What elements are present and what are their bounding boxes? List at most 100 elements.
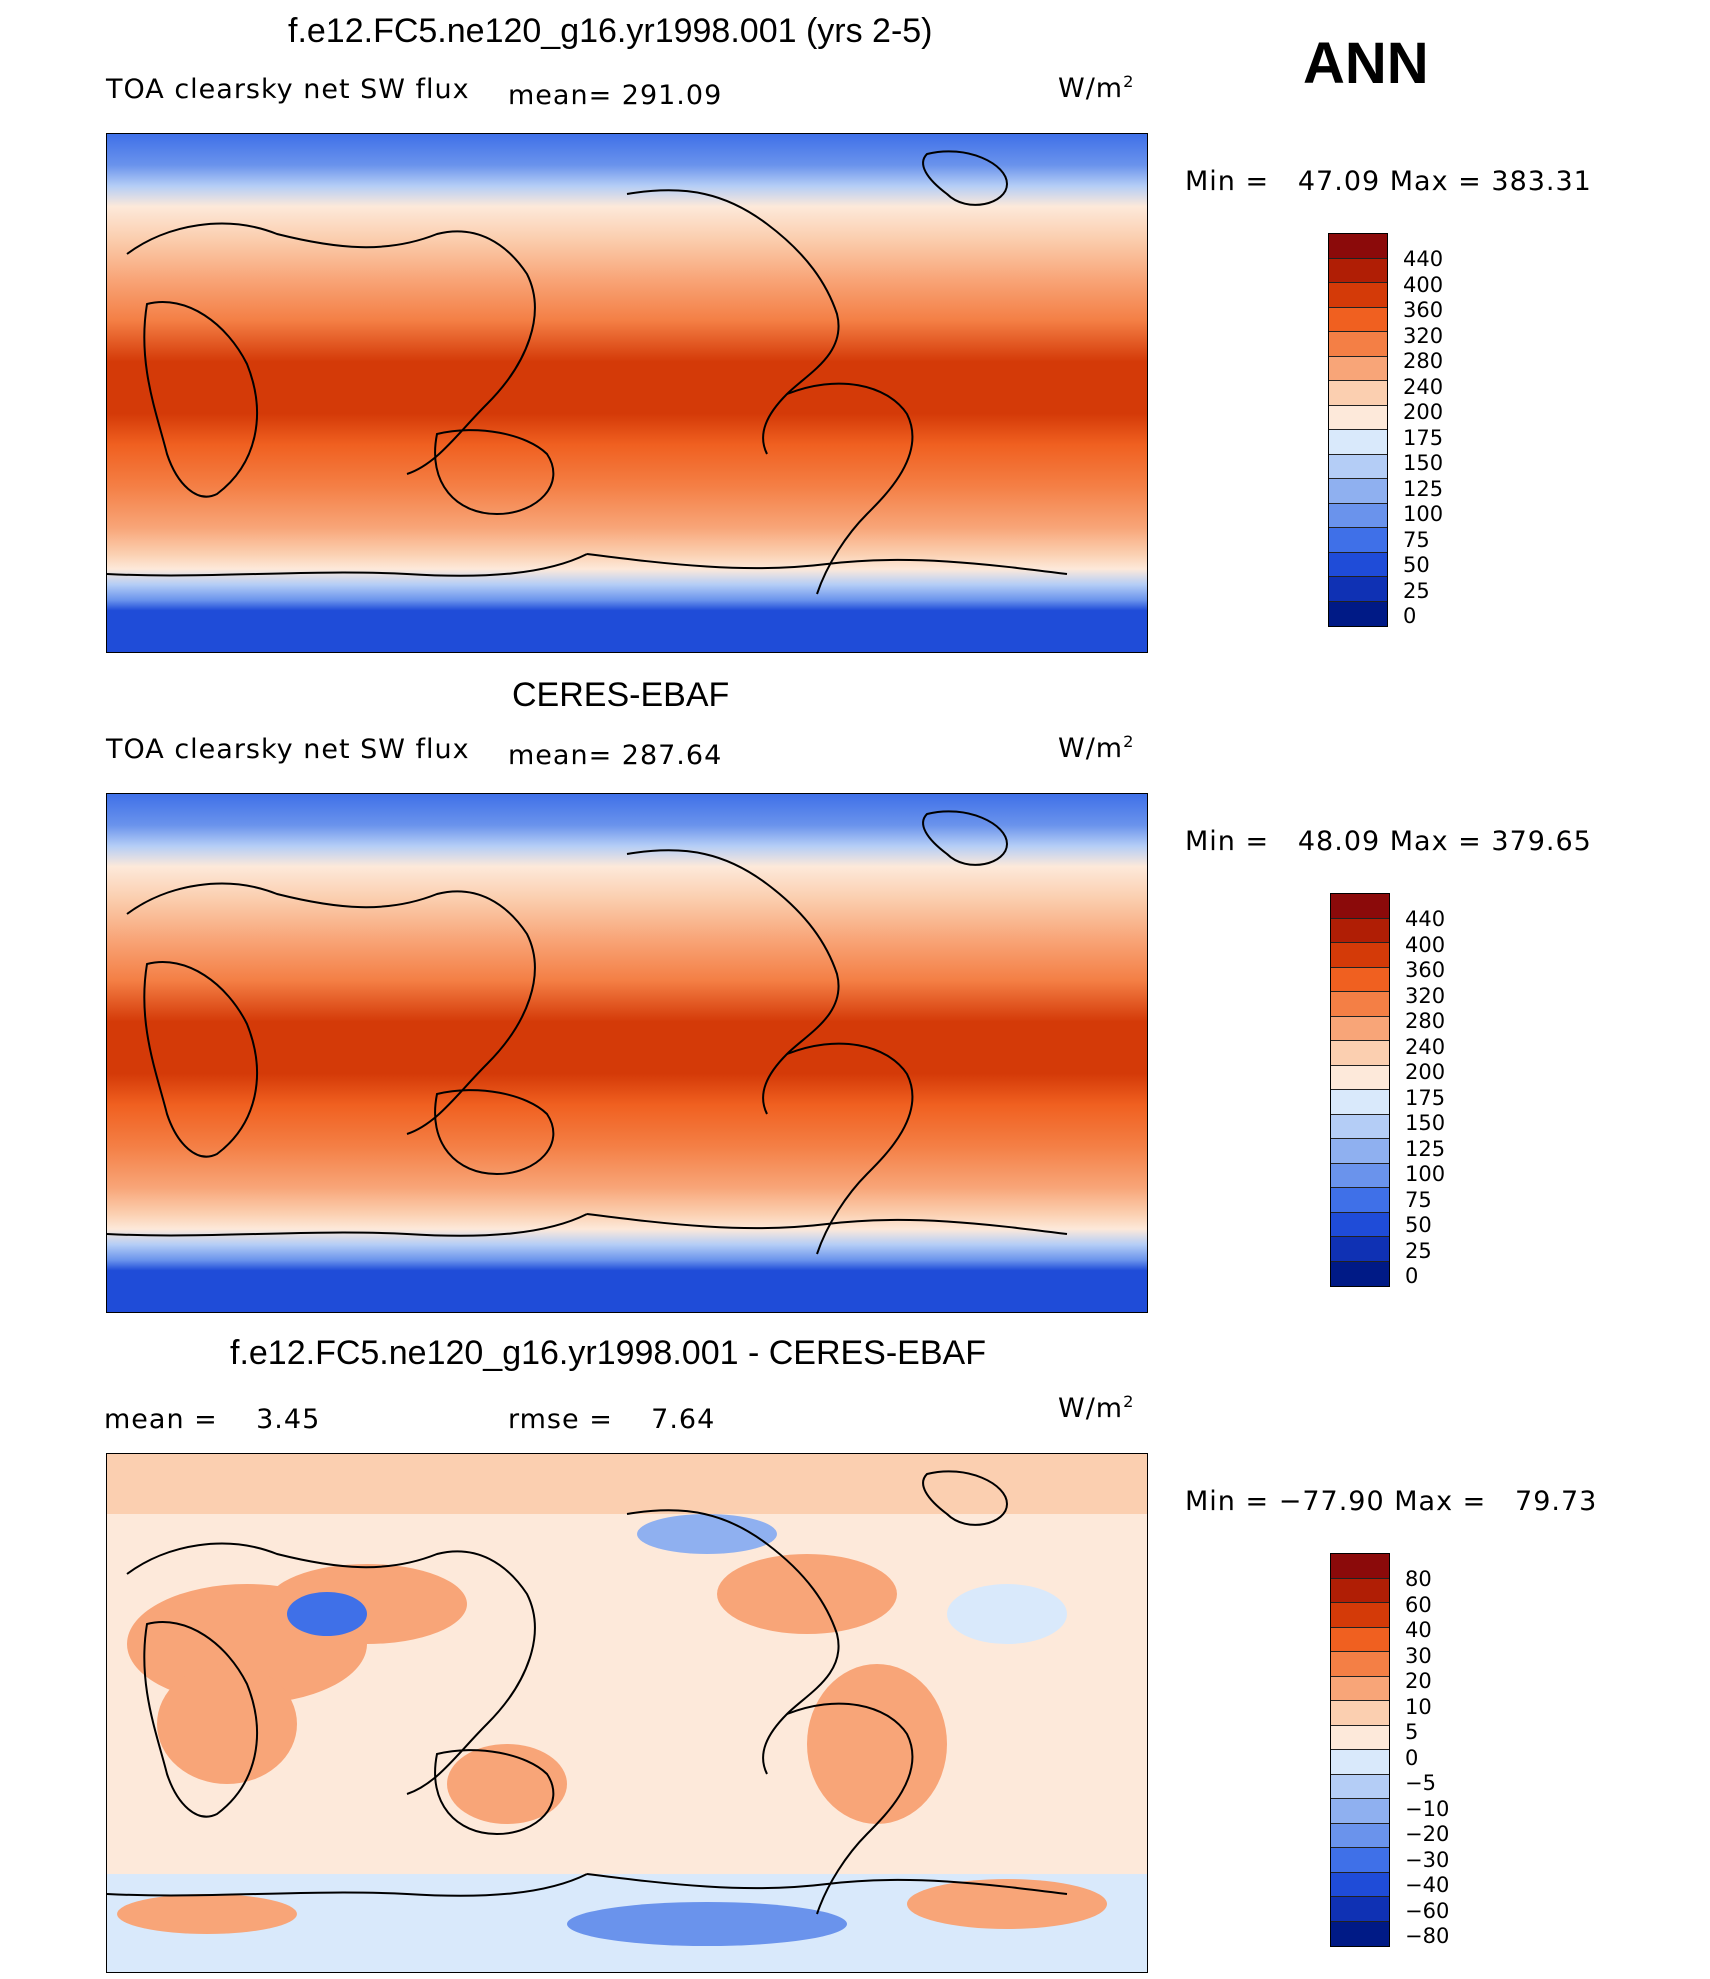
panel2-colorbar-swatch <box>1331 918 1389 943</box>
panel2-colorbar-label: 440 <box>1405 907 1446 931</box>
panel3-colorbar-label: −5 <box>1405 1771 1436 1795</box>
panel2-colorbar-label: 175 <box>1405 1085 1446 1110</box>
panel1-colorbar-swatch <box>1329 528 1387 553</box>
panel3-colorbar-label: −20 <box>1405 1822 1450 1846</box>
panel1-map <box>106 133 1148 653</box>
panel2-colorbar-label: 100 <box>1405 1162 1446 1186</box>
panel3-anomaly-patches <box>107 1454 1147 1972</box>
panel1-colorbar-swatch <box>1329 405 1387 430</box>
panel3-colorbar-swatch <box>1331 1872 1389 1897</box>
panel2-colorbar-swatch <box>1331 1016 1389 1041</box>
panel2-colorbar-label: 0 <box>1405 1264 1419 1288</box>
panel2-units: W/m2 <box>1058 732 1135 764</box>
panel3-colorbar-label: −40 <box>1405 1873 1450 1897</box>
panel3-colorbar-swatch <box>1331 1554 1389 1579</box>
panel3-mean: mean = 3.45 <box>104 1404 321 1435</box>
panel2-colorbar-swatch <box>1331 1237 1389 1262</box>
panel1-colorbar-swatch <box>1329 381 1387 406</box>
panel1-colorbar-swatch <box>1329 577 1387 602</box>
panel1-colorbar-label: 360 <box>1403 298 1444 322</box>
panel3-colorbar-label: 40 <box>1405 1618 1432 1642</box>
panel1-colorbar-swatch <box>1329 283 1387 308</box>
panel3-colorbar-label: 10 <box>1405 1694 1432 1719</box>
panel2-colorbar-label: 25 <box>1405 1238 1432 1263</box>
panel1-colorbar-label: 25 <box>1403 578 1430 603</box>
panel3-colorbar-swatch <box>1331 1701 1389 1726</box>
panel1-colorbar-swatch <box>1329 454 1387 479</box>
panel1-colorbar-swatch <box>1329 258 1387 283</box>
panel3-title: f.e12.FC5.ne120_g16.yr1998.001 - CERES-E… <box>230 1334 986 1372</box>
panel2-colorbar-swatch <box>1331 1163 1389 1188</box>
panel3-colorbar-labels: 80 60 40 30 20 10 5 0 −5 −10 −20 −30 −40 −60 −80 <box>1405 1567 1449 1950</box>
panel1-colorbar-label: 100 <box>1403 502 1444 526</box>
panel2-colorbar-swatch <box>1331 1041 1389 1066</box>
panel2-colorbar-swatch <box>1331 1261 1389 1286</box>
panel3-colorbar-swatch <box>1331 1799 1389 1824</box>
panel3-colorbar-label: 80 <box>1405 1567 1432 1591</box>
panel2-colorbar-swatch <box>1331 1188 1389 1213</box>
panel2-minmax: Min = 48.09 Max = 379.65 <box>1185 826 1592 857</box>
panel3-colorbar-swatch <box>1331 1921 1389 1946</box>
panel2-colorbar-swatch <box>1331 992 1389 1017</box>
panel3-colorbar-label: 0 <box>1405 1745 1419 1770</box>
panel2-mean: mean= 287.64 <box>508 740 723 771</box>
panel1-title: f.e12.FC5.ne120_g16.yr1998.001 (yrs 2-5) <box>288 12 933 50</box>
panel1-variable: TOA clearsky net SW flux <box>106 74 470 105</box>
panel1-colorbar-label: 50 <box>1403 553 1430 577</box>
panel2-colorbar-swatch <box>1331 943 1389 968</box>
panel1-colorbar-label: 0 <box>1403 604 1417 628</box>
panel2-colorbar-label: 320 <box>1405 983 1446 1008</box>
panel3-colorbar-label: 30 <box>1405 1643 1432 1668</box>
panel2-variable: TOA clearsky net SW flux <box>106 734 470 765</box>
panel3-coastlines <box>107 1470 1068 1915</box>
panel1-colorbar-label: 240 <box>1403 374 1444 399</box>
panel3-minmax: Min = −77.90 Max = 79.73 <box>1185 1486 1598 1517</box>
panel3-colorbar-swatch <box>1331 1603 1389 1628</box>
panel2-colorbar-swatch <box>1331 1212 1389 1237</box>
panel3-colorbar-swatch <box>1331 1676 1389 1701</box>
panel2-colorbar-label: 200 <box>1405 1060 1446 1084</box>
panel3-colorbar <box>1330 1553 1390 1947</box>
panel1-colorbar-label: 320 <box>1403 323 1444 348</box>
panel3-units: W/m2 <box>1058 1392 1135 1424</box>
panel1-colorbar-label: 150 <box>1403 451 1444 475</box>
panel2-map <box>106 793 1148 1313</box>
panel1-colorbar-label: 200 <box>1403 400 1444 424</box>
panel3-colorbar-swatch <box>1331 1823 1389 1848</box>
panel1-colorbar-labels: 440 400 360 320 280 240 200 175 150 125 100 75 50 25 0 <box>1403 247 1443 630</box>
panel1-colorbar-swatch <box>1329 234 1387 259</box>
panel3-colorbar-swatch <box>1331 1897 1389 1922</box>
panel1-colorbar-label: 280 <box>1403 349 1444 373</box>
panel2-colorbar-swatch <box>1331 1114 1389 1139</box>
panel3-colorbar-swatch <box>1331 1848 1389 1873</box>
panel2-colorbar-label: 400 <box>1405 932 1446 957</box>
panel3-colorbar-swatch <box>1331 1774 1389 1799</box>
panel2-colorbar-label: 240 <box>1405 1034 1446 1059</box>
panel1-colorbar-swatch <box>1329 307 1387 332</box>
panel1-colorbar-swatch <box>1329 503 1387 528</box>
panel2-colorbar-label: 50 <box>1405 1213 1432 1237</box>
panel1-colorbar-label: 400 <box>1403 272 1444 297</box>
panel2-colorbar-swatch <box>1331 894 1389 919</box>
panel3-colorbar-swatch <box>1331 1725 1389 1750</box>
panel1-colorbar-swatch <box>1329 601 1387 626</box>
panel1-units: W/m2 <box>1058 72 1135 104</box>
panel3-rmse: rmse = 7.64 <box>508 1404 716 1435</box>
panel3-colorbar-label: 60 <box>1405 1592 1432 1617</box>
panel1-colorbar-label: 440 <box>1403 247 1444 271</box>
panel1-colorbar-swatch <box>1329 552 1387 577</box>
panel3-colorbar-label: −30 <box>1405 1847 1450 1872</box>
panel2-colorbar <box>1330 893 1390 1287</box>
panel2-title: CERES-EBAF <box>512 676 730 714</box>
panel3-colorbar-swatch <box>1331 1627 1389 1652</box>
panel2-coastlines <box>107 810 1068 1255</box>
panel2-colorbar-labels: 440 400 360 320 280 240 200 175 150 125 100 75 50 25 0 <box>1405 907 1445 1290</box>
panel2-colorbar-swatch <box>1331 1090 1389 1115</box>
panel1-colorbar-label: 125 <box>1403 476 1444 501</box>
panel1-colorbar-swatch <box>1329 332 1387 357</box>
panel3-colorbar-label: −60 <box>1405 1898 1450 1923</box>
panel2-colorbar-swatch <box>1331 1139 1389 1164</box>
panel3-colorbar-label: −80 <box>1405 1924 1450 1948</box>
panel3-colorbar-swatch <box>1331 1750 1389 1775</box>
panel2-colorbar-label: 125 <box>1405 1136 1446 1161</box>
